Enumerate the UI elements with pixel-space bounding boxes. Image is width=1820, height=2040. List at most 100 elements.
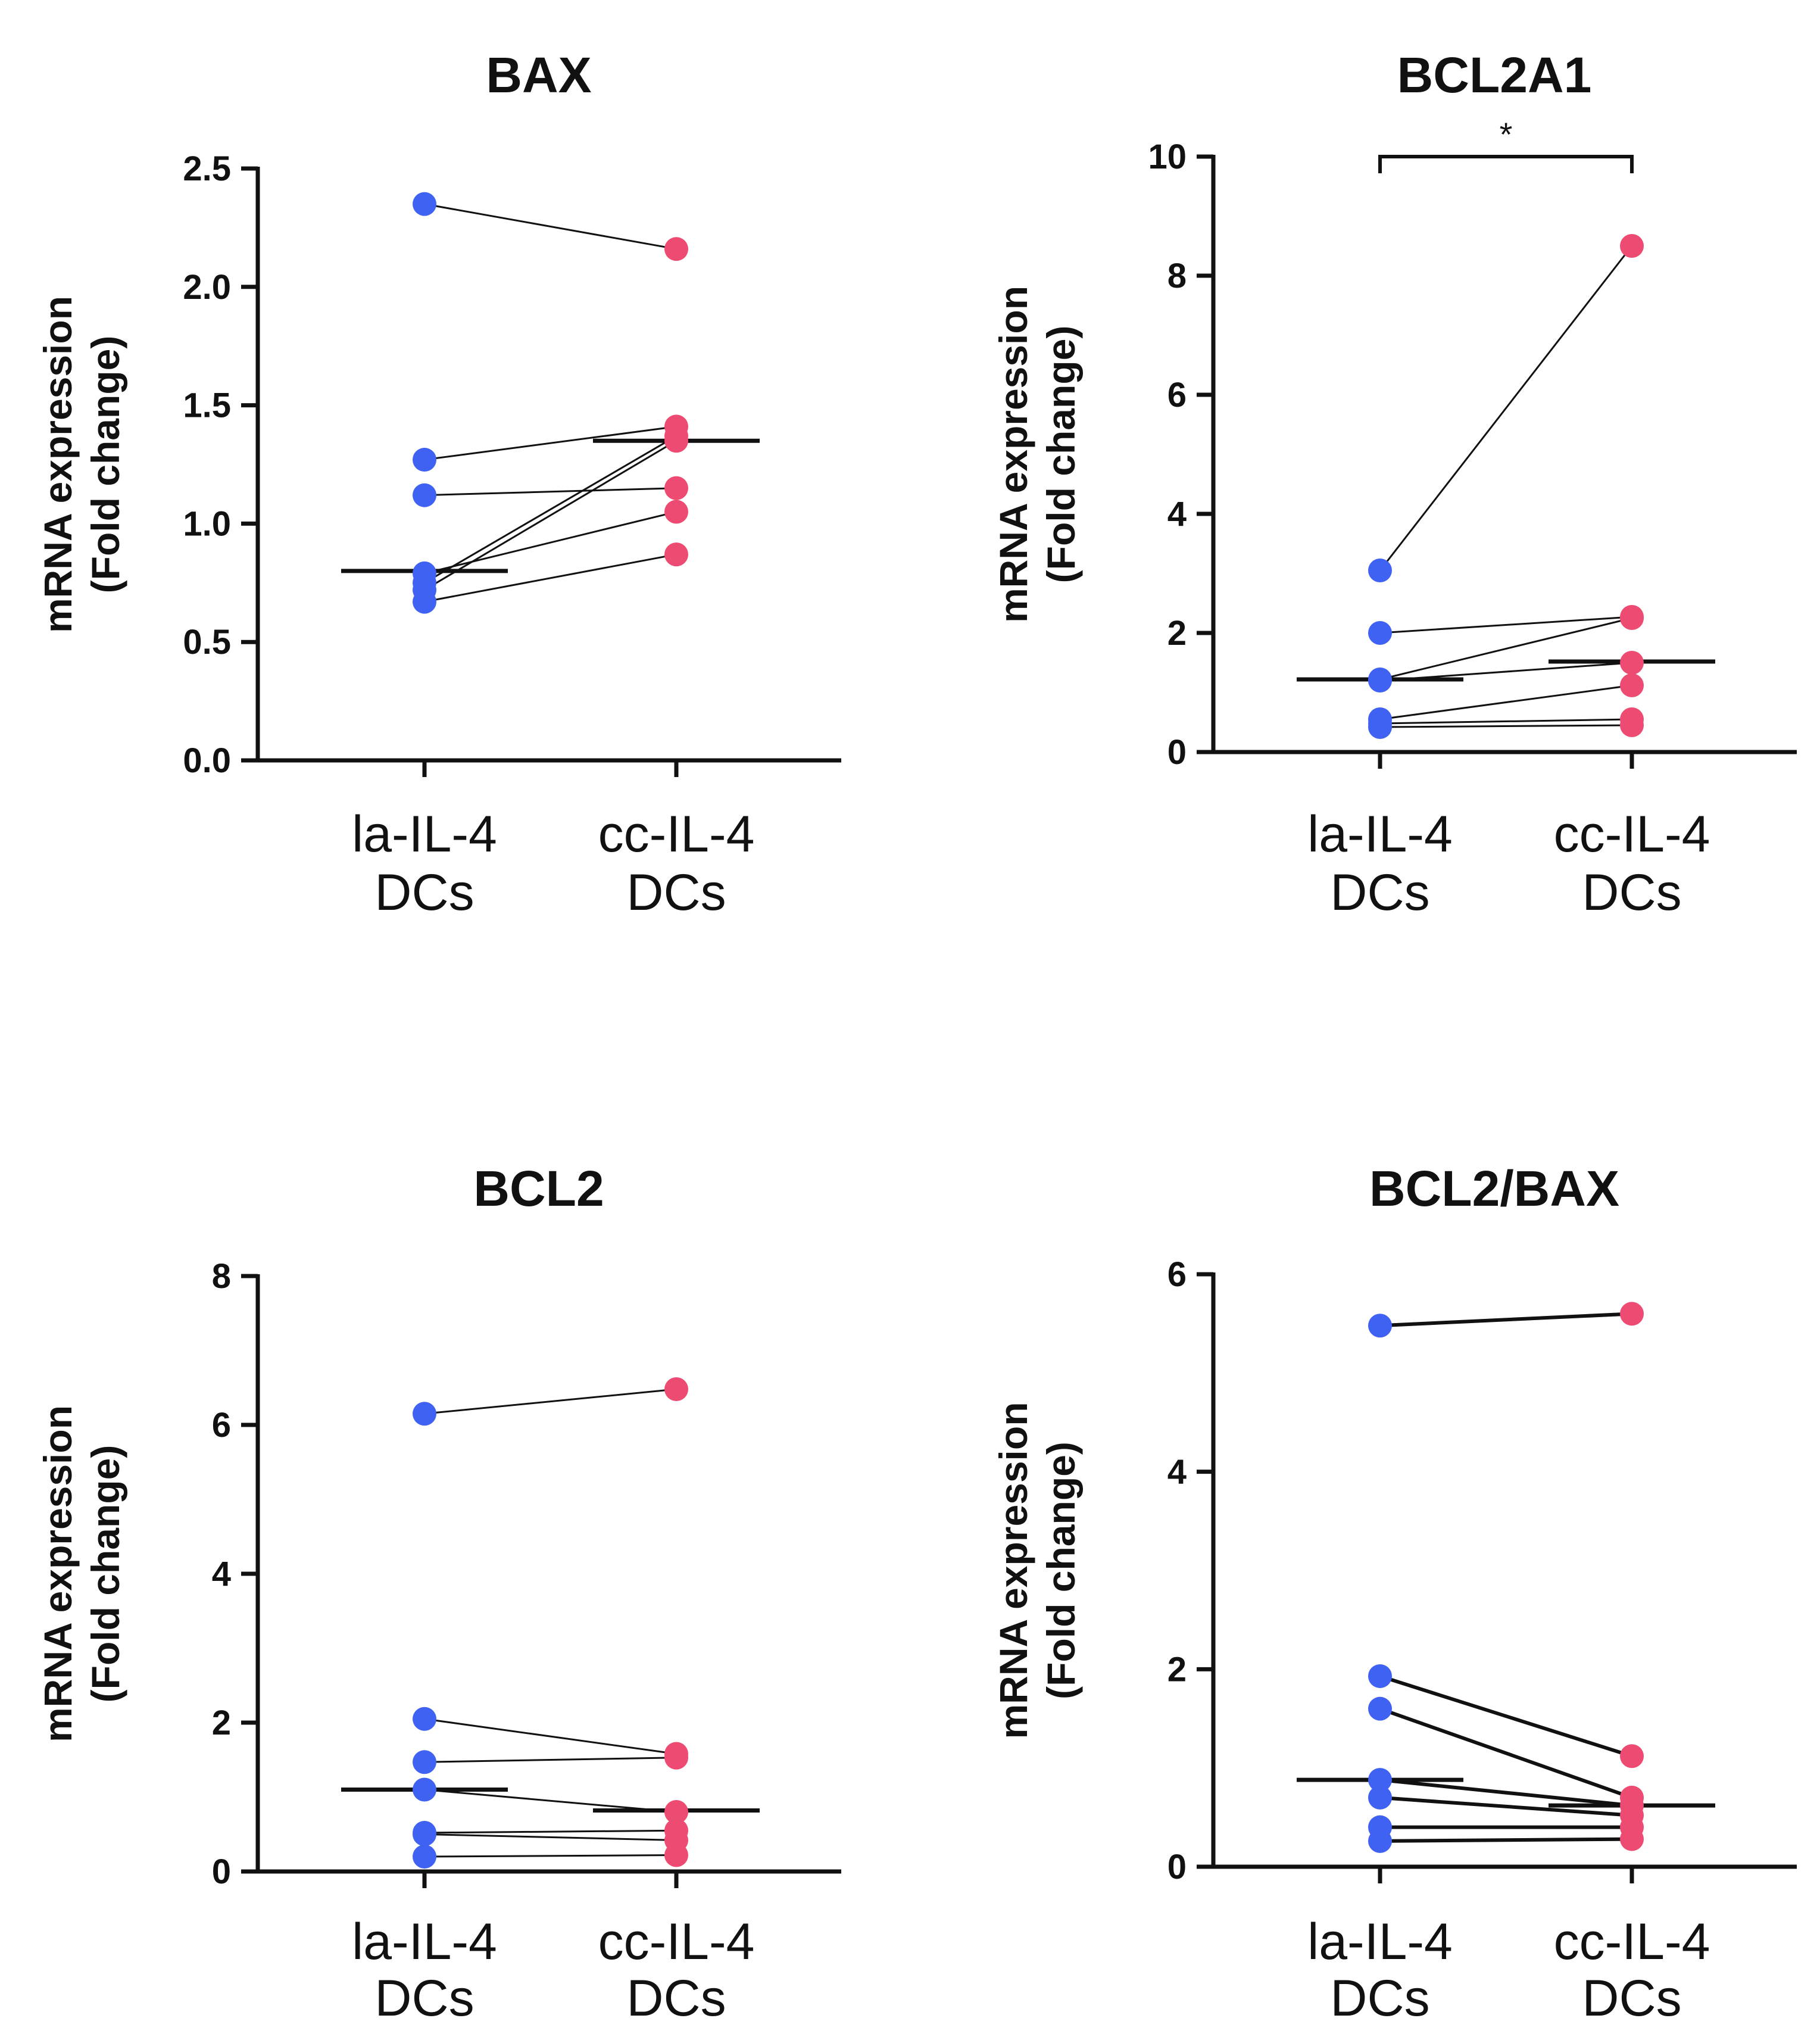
pair-connector-line <box>424 1388 677 1415</box>
y-axis-title-line2: (Fold change) <box>83 1445 127 1703</box>
y-tick-label: 0 <box>1167 733 1187 772</box>
pair-connector-line <box>424 1757 677 1763</box>
y-axis-title: mRNA expression(Fold change) <box>36 296 127 633</box>
chart-panel-1: BAX mRNA expression(Fold change) 0.0 0.5 1.0… <box>36 47 841 921</box>
chart-panel-4: BCL2/BAX mRNA expression(Fold change) 0 2 4 6… <box>991 1161 1797 2027</box>
data-point-cc <box>664 1377 688 1401</box>
chart-title: BAX <box>486 47 591 103</box>
x-category-label: DCs <box>374 1970 474 2027</box>
pair-connector-line <box>424 487 677 497</box>
chart-title: BCL2/BAX <box>1369 1161 1619 1216</box>
pair-connector-line <box>424 203 677 250</box>
y-tick-label: 2.0 <box>183 268 231 307</box>
y-tick-label: 0.0 <box>183 741 231 780</box>
x-category-label: DCs <box>626 864 726 921</box>
pair-connector-line <box>424 1854 677 1858</box>
x-category-label: cc-IL-4 <box>598 806 755 863</box>
y-tick-label: 6 <box>1167 1255 1187 1294</box>
data-point-cc <box>664 1800 688 1824</box>
y-axis-title-line1: mRNA expression <box>36 1405 80 1742</box>
data-point-la <box>413 1402 436 1426</box>
pair-connector-line <box>424 435 677 584</box>
y-tick-label: 2 <box>1167 614 1187 653</box>
y-axis-title-line1: mRNA expression <box>991 1402 1035 1739</box>
x-category-label: DCs <box>1582 864 1681 921</box>
data-point-cc <box>664 1843 688 1867</box>
pair-connector-line <box>1379 1778 1632 1808</box>
x-category-label: cc-IL-4 <box>1554 806 1710 863</box>
significance-label: * <box>1500 116 1513 153</box>
data-point-cc <box>1620 234 1644 258</box>
pair-connector-line <box>1379 617 1632 681</box>
x-category-label: DCs <box>626 1970 726 2027</box>
pair-connector-line <box>1379 724 1632 728</box>
pair-connector-line <box>424 1789 677 1813</box>
y-tick-label: 4 <box>1167 495 1187 534</box>
y-tick-label: 4 <box>212 1555 231 1593</box>
pair-connector-line <box>424 511 677 575</box>
x-category-label: la-IL-4 <box>352 806 497 863</box>
pair-connector-line <box>1379 684 1632 720</box>
data-point-cc <box>664 429 688 453</box>
pair-connector-line <box>424 553 677 603</box>
y-tick-label: 1.0 <box>183 504 231 543</box>
chart-title: BCL2A1 <box>1397 47 1592 103</box>
y-tick-label: 2 <box>1167 1650 1187 1689</box>
y-tick-label: 8 <box>212 1257 231 1296</box>
data-point-la <box>1368 1768 1392 1792</box>
pair-connector-line <box>424 439 677 591</box>
data-point-la <box>1368 1829 1392 1853</box>
data-point-la <box>1368 621 1392 645</box>
y-tick-label: 4 <box>1167 1453 1187 1492</box>
x-category-label: la-IL-4 <box>1307 1913 1453 1970</box>
pair-connector-line <box>424 1829 677 1834</box>
data-point-la <box>413 192 436 216</box>
data-point-cc <box>1620 651 1644 675</box>
data-point-la <box>1368 1696 1392 1721</box>
data-point-cc <box>664 476 688 500</box>
pair-connector-line <box>1379 1795 1632 1817</box>
chart-panel-3: BCL2 mRNA expression(Fold change) 0 2 4 6 8 la-… <box>36 1161 841 2027</box>
data-point-la <box>413 1707 436 1731</box>
data-point-la <box>413 1750 436 1774</box>
data-point-la <box>413 1845 436 1869</box>
y-tick-label: 1.5 <box>183 386 231 425</box>
y-axis-title-line2: (Fold change) <box>1039 1442 1083 1699</box>
data-point-la <box>1368 1314 1392 1338</box>
data-point-la <box>413 1822 436 1846</box>
data-point-la <box>1368 1664 1392 1688</box>
x-category-label: la-IL-4 <box>1307 806 1453 863</box>
pair-connector-line <box>424 425 677 461</box>
pair-connector-line <box>1379 616 1632 634</box>
data-point-la <box>1368 669 1392 693</box>
y-tick-label: 2 <box>212 1704 231 1742</box>
y-tick-label: 0 <box>1167 1848 1187 1886</box>
pair-connector-line <box>1379 1707 1632 1799</box>
y-axis-title-line2: (Fold change) <box>1039 326 1083 584</box>
data-point-la <box>1368 559 1392 582</box>
x-category-label: DCs <box>1582 1970 1681 2027</box>
data-point-la <box>413 448 436 472</box>
y-axis-title: mRNA expression(Fold change) <box>991 1402 1083 1739</box>
x-category-label: cc-IL-4 <box>1554 1913 1710 1970</box>
data-point-cc <box>1620 1744 1644 1768</box>
data-point-la <box>1368 1785 1392 1810</box>
y-tick-label: 10 <box>1148 138 1187 176</box>
y-tick-label: 0 <box>212 1852 231 1891</box>
x-category-label: DCs <box>374 864 474 921</box>
data-point-cc <box>1620 1827 1644 1851</box>
data-point-cc <box>1620 713 1644 737</box>
data-point-cc <box>664 500 688 524</box>
y-axis-title-line1: mRNA expression <box>991 286 1035 623</box>
pair-connector-line <box>1379 1674 1632 1758</box>
data-point-cc <box>1620 1302 1644 1326</box>
pair-connector-line <box>1379 1837 1632 1843</box>
chart-panel-2: BCL2A1 mRNA expression(Fold change) 0 2 4 6 8 1… <box>991 47 1797 921</box>
y-axis-title-line1: mRNA expression <box>36 296 80 633</box>
chart-title: BCL2 <box>473 1161 604 1216</box>
data-point-la <box>413 1777 436 1802</box>
y-axis-title: mRNA expression(Fold change) <box>991 286 1083 623</box>
data-point-cc <box>1620 673 1644 697</box>
data-point-cc <box>664 542 688 567</box>
